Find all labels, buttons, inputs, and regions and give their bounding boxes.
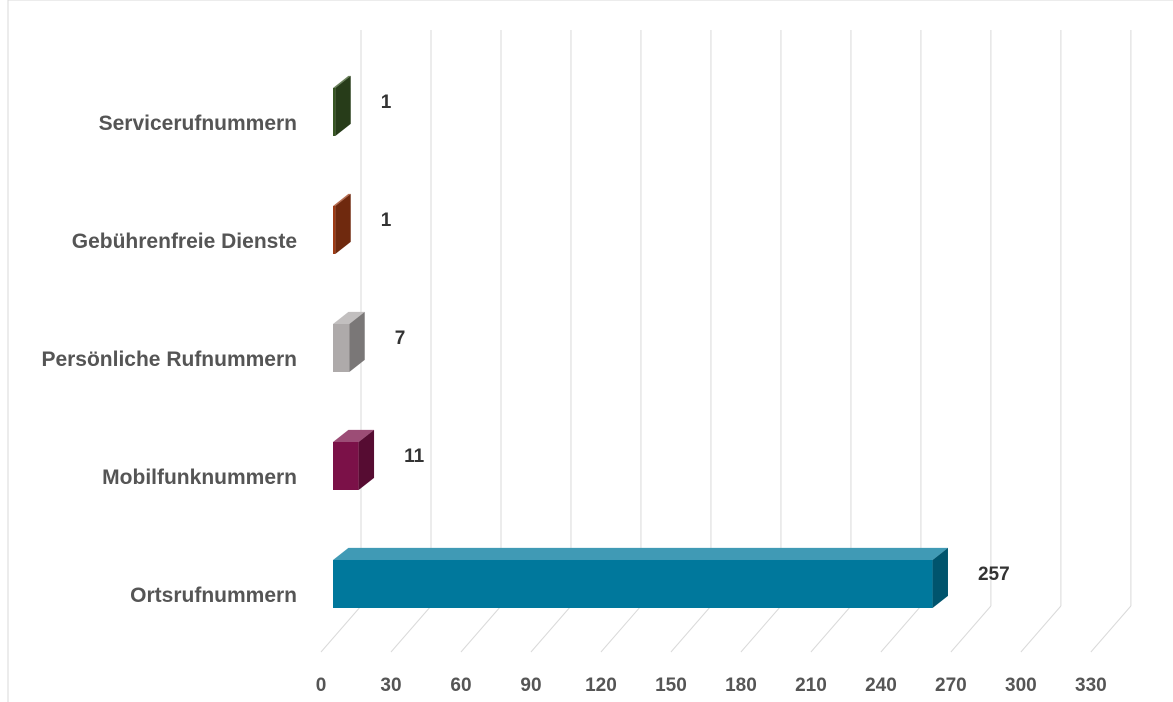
bar-side <box>335 193 351 254</box>
gridline-floor <box>740 605 782 653</box>
data-label: 1 <box>381 210 392 231</box>
category-label: Servicerufnummern <box>99 112 297 135</box>
data-label: 7 <box>395 328 406 349</box>
x-tick-label: 270 <box>935 675 967 696</box>
x-tick-label: 240 <box>865 675 897 696</box>
x-tick-label: 210 <box>795 675 827 696</box>
x-tick-label: 120 <box>585 675 617 696</box>
gridline-floor <box>600 605 642 653</box>
data-label: 11 <box>404 446 425 467</box>
category-label: Gebührenfreie Dienste <box>72 230 297 253</box>
gridline-floor <box>1020 605 1062 653</box>
x-axis-ticks: 0 30 60 90 120 150 180 210 240 270 300 330 <box>316 675 1107 696</box>
data-label: 257 <box>978 564 1010 585</box>
bar <box>333 547 948 608</box>
bar-front <box>333 88 336 136</box>
data-label: 1 <box>381 92 392 113</box>
bar <box>333 193 351 254</box>
bar-side <box>349 311 365 372</box>
bar-side <box>335 75 351 136</box>
gridline-floor <box>670 605 712 653</box>
x-tick-label: 0 <box>316 675 327 696</box>
gridline-floor <box>530 605 572 653</box>
category-label: Ortsrufnummern <box>130 584 297 607</box>
bar-side <box>932 547 948 608</box>
x-tick-label: 330 <box>1075 675 1107 696</box>
bar-front <box>333 324 350 372</box>
bar <box>333 311 365 372</box>
grid-layer <box>320 30 1132 653</box>
gridline-floor <box>1090 605 1132 653</box>
bar-side <box>358 429 375 490</box>
bar-front <box>333 560 933 608</box>
bar <box>333 429 375 490</box>
category-labels: Servicerufnummern Gebührenfreie Dienste Pe… <box>41 112 297 607</box>
gridline-floor <box>810 605 852 653</box>
x-tick-label: 90 <box>520 675 541 696</box>
gridline-floor <box>460 605 502 653</box>
gridline-floor <box>320 605 362 653</box>
x-tick-label: 180 <box>725 675 757 696</box>
bar <box>333 75 351 136</box>
bar-top <box>333 547 948 560</box>
bar-top <box>333 193 351 206</box>
gridline-floor <box>950 605 992 653</box>
bar-top <box>333 429 375 442</box>
x-tick-label: 300 <box>1005 675 1037 696</box>
gridline-floor <box>390 605 432 653</box>
x-tick-label: 150 <box>655 675 687 696</box>
bar-top <box>333 75 351 88</box>
x-tick-label: 30 <box>380 675 401 696</box>
bar-front <box>333 206 336 254</box>
bar-front <box>333 442 359 490</box>
x-tick-label: 60 <box>450 675 471 696</box>
category-label: Mobilfunknummern <box>102 466 297 489</box>
bar-top <box>333 311 365 324</box>
gridline-floor <box>880 605 922 653</box>
category-label: Persönliche Rufnummern <box>41 348 297 371</box>
